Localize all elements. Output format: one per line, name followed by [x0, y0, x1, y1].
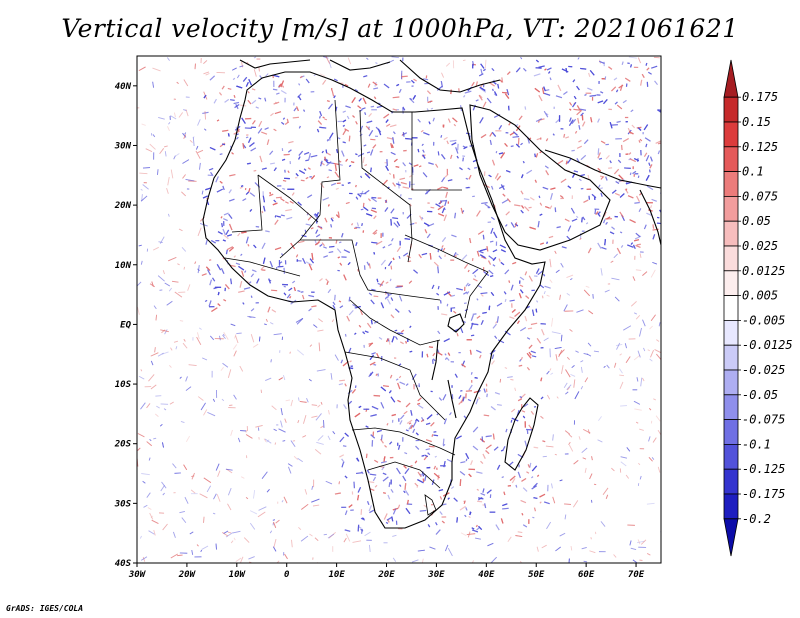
- africa-coastline: [202, 71, 546, 529]
- colorbar-swatch: [723, 220, 739, 247]
- colorbar-label: 0.0125: [742, 264, 785, 278]
- colorbar-swatch: [723, 195, 739, 222]
- vertical-velocity-field: [137, 56, 661, 563]
- colorbar-label: -0.125: [742, 462, 785, 476]
- colorbar-swatch: [723, 394, 739, 420]
- plot-area: [137, 56, 661, 563]
- colorbar-label: 0.005: [742, 289, 778, 303]
- lon-tick-label: 10W: [229, 570, 247, 580]
- colorbar-label: -0.075: [742, 413, 785, 427]
- lat-tick-label: 20S: [114, 440, 132, 450]
- colorbar-label: 0.1: [742, 165, 764, 179]
- colorbar-label: 0.125: [742, 140, 778, 154]
- lat-tick-label: 20N: [114, 201, 132, 211]
- iran-coastline: [544, 149, 661, 189]
- colorbar-label: -0.175: [742, 487, 785, 501]
- colorbar-swatch: [723, 419, 739, 445]
- colorbar-label: -0.0125: [742, 338, 793, 352]
- page-title: Vertical velocity [m/s] at 1000hPa, VT: …: [61, 14, 739, 43]
- colorbar-swatch: [723, 96, 739, 123]
- lon-tick-label: 50E: [528, 570, 545, 580]
- lon-tick-label: 10E: [328, 570, 345, 580]
- colorbar-label: -0.1: [742, 437, 771, 451]
- lon-tick-label: 20E: [377, 570, 395, 580]
- colorbar-swatch: [723, 146, 739, 173]
- colorbar: 0.175 0.15 0.125 0.1 0.075 0.05 0.025 0.0125 0.0…: [723, 59, 793, 557]
- colorbar-label: 0.175: [742, 90, 778, 104]
- country-borders: [224, 99, 489, 516]
- colorbar-swatch: [723, 518, 739, 557]
- plot-frame: [136, 55, 662, 564]
- lon-tick-label: 20W: [178, 570, 197, 580]
- lat-tick-label: 40N: [115, 82, 132, 92]
- colorbar-swatch: [723, 171, 739, 197]
- coastlines: [202, 59, 661, 529]
- colorbar-swatch: [723, 344, 739, 371]
- colorbar-label: 0.05: [742, 214, 771, 228]
- colorbar-label: -0.2: [742, 512, 771, 526]
- lat-tick-label: 30S: [114, 499, 132, 509]
- colorbar-swatch: [723, 295, 739, 321]
- arabia-coastline: [469, 104, 611, 251]
- colorbar-swatch: [723, 493, 739, 520]
- colorbar-label: 0.15: [742, 115, 771, 129]
- colorbar-swatch: [723, 369, 739, 396]
- rift-lakes: [431, 339, 457, 419]
- colorbar-swatch: [723, 245, 739, 272]
- colorbar-label: -0.05: [742, 388, 778, 402]
- lake-victoria: [447, 313, 465, 333]
- lon-tick-label: 70E: [628, 570, 645, 580]
- colorbar-swatch: [723, 121, 739, 148]
- europe-coastline: [239, 59, 501, 93]
- india-coastline: [639, 189, 661, 246]
- colorbar-swatch: [723, 319, 739, 346]
- madagascar-coastline: [504, 397, 539, 471]
- colorbar-swatch: [723, 59, 739, 98]
- colorbar-swatch: [723, 270, 739, 296]
- lon-tick-label: 40E: [478, 570, 495, 580]
- colorbar-label: -0.025: [742, 363, 785, 377]
- lon-tick-label: 0: [284, 570, 290, 580]
- colorbar-swatch: [723, 468, 739, 495]
- colorbar-label: 0.075: [742, 189, 778, 203]
- software-credit: GrADS: IGES/COLA: [6, 604, 84, 613]
- lon-tick-label: 30E: [427, 570, 445, 580]
- lon-tick-label: 60E: [578, 570, 595, 580]
- map-axes: 30W 20W 10W 0 10E 20E 30E 40E 50E 60E 70E 40N 30N 20N…: [114, 82, 645, 580]
- lat-tick-label: 30N: [114, 141, 132, 151]
- lat-tick-label: EQ: [120, 320, 131, 330]
- lon-tick-label: 30W: [128, 570, 147, 580]
- colorbar-label: -0.005: [742, 313, 785, 327]
- lat-tick-label: 10S: [115, 380, 132, 390]
- lat-tick-label: 10N: [115, 261, 132, 271]
- colorbar-swatch: [723, 443, 739, 470]
- colorbar-label: 0.025: [742, 239, 778, 253]
- lat-tick-label: 40S: [115, 559, 132, 569]
